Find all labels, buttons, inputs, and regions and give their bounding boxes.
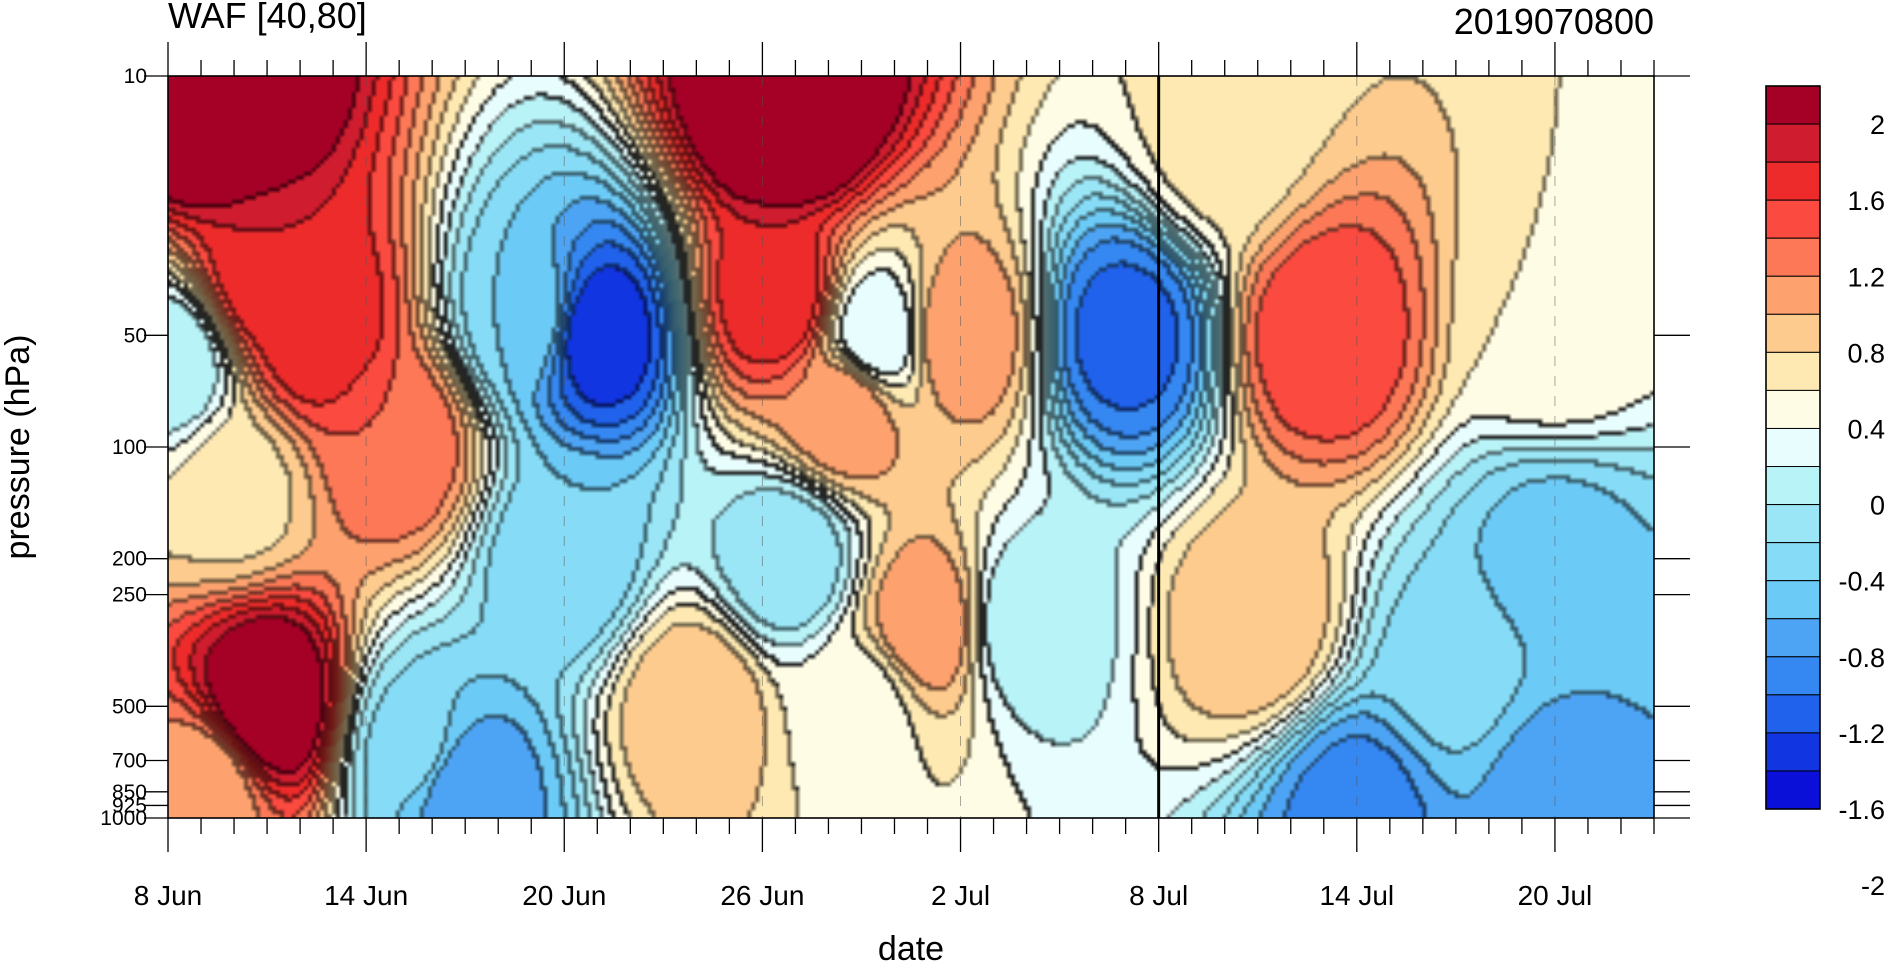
y-tick-label: 700 [112, 750, 147, 773]
colorbar-swatch [1765, 85, 1821, 125]
colorbar-swatch [1765, 542, 1821, 582]
chart-title: WAF [40,80] [168, 0, 367, 36]
colorbar-swatch [1765, 313, 1821, 353]
y-tick-label: 500 [112, 695, 147, 718]
colorbar-swatch [1765, 275, 1821, 315]
x-tick-label: 26 Jun [720, 880, 804, 911]
y-tick-label: 50 [124, 324, 147, 347]
colorbar-label: 1.6 [1847, 186, 1885, 216]
x-axis-label: date [878, 930, 944, 961]
colorbar-swatch [1765, 504, 1821, 544]
colorbar-swatch [1765, 618, 1821, 658]
colorbar-swatch [1765, 123, 1821, 163]
y-tick-label: 925 [112, 794, 147, 817]
colorbar-swatch [1765, 237, 1821, 277]
y-tick-label: 850 [112, 781, 147, 804]
colorbar-swatch [1765, 770, 1821, 810]
colorbar-swatch [1765, 580, 1821, 620]
chart-subtitle: 2019070800 [1454, 1, 1654, 42]
colorbar-frame [1765, 85, 1821, 810]
y-tick-label: 200 [112, 548, 147, 571]
x-tick-label: 8 Jun [134, 880, 203, 911]
colorbar-swatch [1765, 466, 1821, 506]
y-tick-label: 10 [124, 65, 147, 88]
x-tick-label: 20 Jul [1518, 880, 1593, 911]
x-tick-label: 2 Jul [931, 880, 990, 911]
y-tick-label: 100 [112, 436, 147, 459]
x-axis-ticks: 8 Jun 14 Jun 20 Jun 26 Jun 2 Jul 8 Jul 14 Jul 2… [134, 42, 1655, 911]
colorbar-swatch [1765, 389, 1821, 429]
colorbar-label: 0.8 [1847, 338, 1885, 368]
filled-contour-image [168, 76, 1654, 818]
x-tick-label: 20 Jun [522, 880, 606, 911]
x-tick-label: 14 Jun [324, 880, 408, 911]
colorbar-label: -1.6 [1838, 795, 1885, 825]
colorbar-swatch [1765, 656, 1821, 696]
colorbar-label: 0 [1870, 491, 1885, 521]
contour-field [168, 76, 1654, 818]
colorbar-swatch [1765, 694, 1821, 734]
y-tick-label: 250 [112, 584, 147, 607]
colorbar-label: -2 [1861, 871, 1885, 901]
colorbar-swatch [1765, 427, 1821, 468]
colorbar-label: 2 [1870, 110, 1885, 140]
colorbar-label: 1.2 [1847, 262, 1885, 292]
y-axis-label: pressure (hPa) [0, 335, 37, 560]
colorbar-swatch [1765, 351, 1821, 391]
colorbar-label: 0.4 [1847, 414, 1885, 444]
colorbar-swatch [1765, 732, 1821, 772]
y-tick-label: 1000 [100, 807, 147, 830]
colorbar-label: -1.2 [1838, 719, 1885, 749]
colorbar-swatch [1765, 161, 1821, 201]
colorbar: 2 1.6 1.2 0.8 0.4 0 -0.4 -0.8 -1.2 -1.6 -2 [1765, 85, 1885, 901]
x-tick-label: 14 Jul [1319, 880, 1394, 911]
x-tick-label: 8 Jul [1129, 880, 1188, 911]
colorbar-label: -0.8 [1838, 643, 1885, 673]
colorbar-swatch [1765, 199, 1821, 239]
colorbar-label: -0.4 [1838, 567, 1885, 597]
